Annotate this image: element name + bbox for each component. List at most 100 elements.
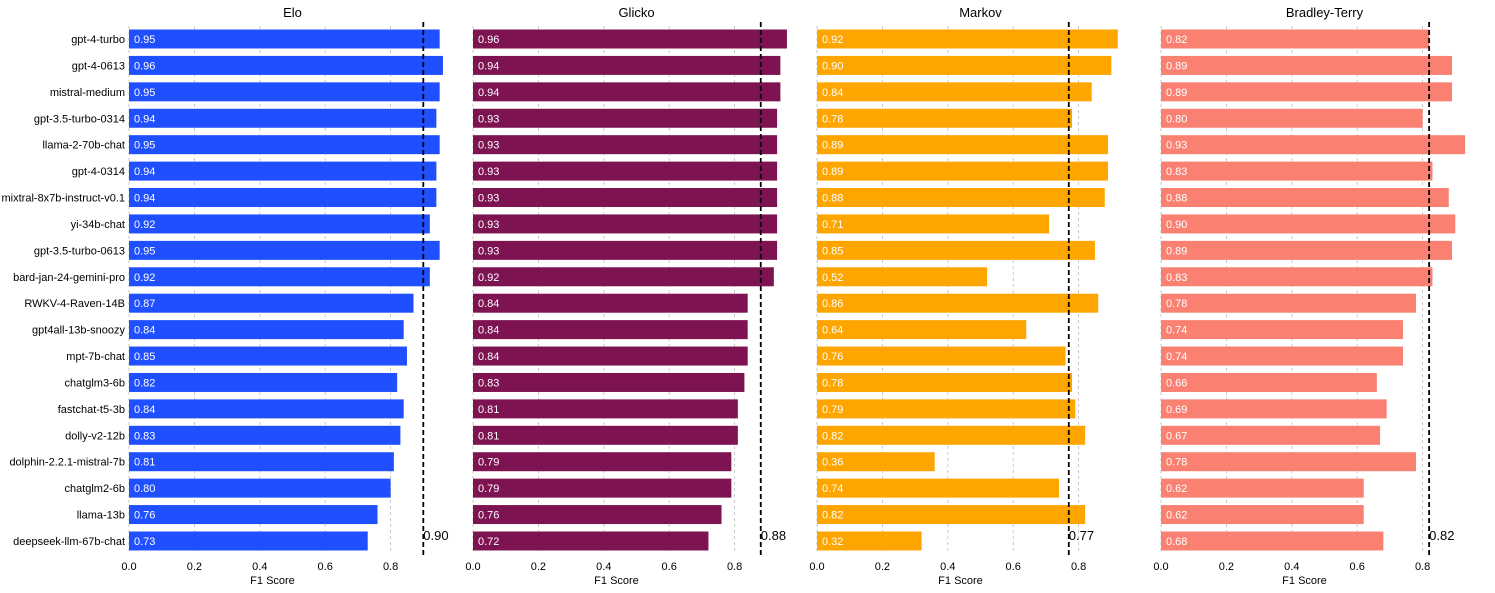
glicko-bar-gpt-4-0314 — [473, 161, 778, 181]
y-tick-label-llama-13b: llama-13b — [77, 510, 125, 522]
elo-bar-gpt-4-0314 — [129, 161, 437, 181]
markov-bar-llama-13b — [817, 505, 1086, 525]
glicko-bar-mpt-7b-chat — [473, 346, 748, 366]
markov-value-label-gpt-4-0314: 0.89 — [822, 166, 843, 178]
markov-value-label-gpt4all-13b-snoozy: 0.64 — [822, 325, 843, 337]
bradley-terry-value-label-chatglm3-6b: 0.66 — [1166, 377, 1187, 389]
bradley-terry-bar-mpt-7b-chat — [1161, 346, 1403, 366]
glicko-bar-deepseek-llm-67b-chat — [473, 531, 709, 551]
elo-bar-mistral-medium — [129, 82, 440, 102]
y-tick-label-llama-2-70b-chat: llama-2-70b-chat — [42, 140, 125, 152]
bradley-terry-bar-fastchat-t5-3b — [1161, 399, 1387, 419]
bradley-terry-value-label-dolly-v2-12b: 0.67 — [1166, 430, 1187, 442]
glicko-bar-gpt-4-turbo — [473, 29, 787, 49]
glicko-x-tick-label-2: 0.4 — [596, 561, 611, 573]
elo-bar-gpt-4-0613 — [129, 55, 443, 75]
y-tick-label-chatglm3-6b: chatglm3-6b — [64, 377, 125, 389]
markov-bar-mpt-7b-chat — [817, 346, 1066, 366]
elo-bar-gpt-3-5-turbo-0314 — [129, 108, 437, 128]
markov-x-tick-label-1: 0.2 — [875, 561, 890, 573]
bradley-terry-x-tick-label-2: 0.4 — [1284, 561, 1299, 573]
markov-value-label-deepseek-llm-67b-chat: 0.32 — [822, 536, 843, 548]
glicko-bar-bard-jan-24-gemini-pro — [473, 267, 774, 287]
elo-value-label-yi-34b-chat: 0.92 — [134, 219, 155, 231]
elo-value-label-gpt-4-0613: 0.96 — [134, 60, 155, 72]
glicko-value-label-chatglm2-6b: 0.79 — [478, 483, 499, 495]
elo-bar-bard-jan-24-gemini-pro — [129, 267, 430, 287]
glicko-value-label-deepseek-llm-67b-chat: 0.72 — [478, 536, 499, 548]
y-tick-label-gpt-4-turbo: gpt-4-turbo — [71, 34, 125, 46]
glicko-bar-mixtral-8x7b-instruct-v0-1 — [473, 188, 778, 208]
bradley-terry-value-label-bard-jan-24-gemini-pro: 0.83 — [1166, 272, 1187, 284]
glicko-bar-chatglm3-6b — [473, 372, 745, 392]
markov-bar-dolphin-2-2-1-mistral-7b — [817, 452, 935, 472]
y-tick-label-chatglm2-6b: chatglm2-6b — [64, 483, 125, 495]
bradley-terry-value-label-llama-13b: 0.62 — [1166, 510, 1187, 522]
markov-bar-gpt4all-13b-snoozy — [817, 320, 1027, 340]
glicko-value-label-gpt4all-13b-snoozy: 0.84 — [478, 325, 499, 337]
bradley-terry-bar-mixtral-8x7b-instruct-v0-1 — [1161, 188, 1449, 208]
bradley-terry-x-tick-label-4: 0.8 — [1415, 561, 1430, 573]
glicko-value-label-dolly-v2-12b: 0.81 — [478, 430, 499, 442]
y-tick-label-bard-jan-24-gemini-pro: bard-jan-24-gemini-pro — [13, 272, 125, 284]
elo-value-label-gpt4all-13b-snoozy: 0.84 — [134, 325, 155, 337]
glicko-bar-dolly-v2-12b — [473, 425, 738, 445]
glicko-value-label-fastchat-t5-3b: 0.81 — [478, 404, 499, 416]
glicko-value-label-chatglm3-6b: 0.83 — [478, 377, 499, 389]
elo-x-tick-label-3: 0.6 — [318, 561, 333, 573]
markov-value-label-gpt-4-0613: 0.90 — [822, 60, 843, 72]
elo-bar-fastchat-t5-3b — [129, 399, 404, 419]
glicko-bar-gpt-3-5-turbo-0314 — [473, 108, 778, 128]
markov-value-label-yi-34b-chat: 0.71 — [822, 219, 843, 231]
bradley-terry-value-label-llama-2-70b-chat: 0.93 — [1166, 140, 1187, 152]
bradley-terry-bar-llama-13b — [1161, 505, 1364, 525]
glicko-value-label-yi-34b-chat: 0.93 — [478, 219, 499, 231]
markov-bar-gpt-4-0314 — [817, 161, 1109, 181]
elo-bar-gpt-3-5-turbo-0613 — [129, 240, 440, 260]
markov-bar-gpt-3-5-turbo-0613 — [817, 240, 1095, 260]
markov-value-label-rwkv-4-raven-14b: 0.86 — [822, 298, 843, 310]
markov-bar-dolly-v2-12b — [817, 425, 1086, 445]
bradley-terry-bar-llama-2-70b-chat — [1161, 135, 1466, 155]
markov-bar-gpt-4-turbo — [817, 29, 1118, 49]
elo-bar-chatglm3-6b — [129, 372, 398, 392]
glicko-bar-chatglm2-6b — [473, 478, 732, 498]
elo-mean-label: 0.90 — [423, 528, 448, 543]
elo-bar-deepseek-llm-67b-chat — [129, 531, 368, 551]
y-tick-label-mixtral-8x7b-instruct-v0-1: mixtral-8x7b-instruct-v0.1 — [2, 193, 125, 205]
bradley-terry-bar-chatglm3-6b — [1161, 372, 1377, 392]
y-tick-label-deepseek-llm-67b-chat: deepseek-llm-67b-chat — [13, 536, 125, 548]
elo-value-label-gpt-3-5-turbo-0314: 0.94 — [134, 113, 155, 125]
bradley-terry-x-tick-label-3: 0.6 — [1350, 561, 1365, 573]
markov-value-label-dolphin-2-2-1-mistral-7b: 0.36 — [822, 457, 843, 469]
bradley-terry-bar-gpt-4-turbo — [1161, 29, 1430, 49]
y-tick-label-gpt-3-5-turbo-0613: gpt-3.5-turbo-0613 — [34, 245, 125, 257]
glicko-value-label-dolphin-2-2-1-mistral-7b: 0.79 — [478, 457, 499, 469]
elo-bar-llama-13b — [129, 505, 378, 525]
bradley-terry-x-axis-label: F1 Score — [1282, 575, 1327, 587]
y-tick-label-gpt4all-13b-snoozy: gpt4all-13b-snoozy — [32, 325, 125, 337]
y-tick-label-dolly-v2-12b: dolly-v2-12b — [65, 430, 125, 442]
glicko-bar-gpt-4-0613 — [473, 55, 781, 75]
glicko-x-tick-label-3: 0.6 — [662, 561, 677, 573]
elo-x-tick-label-0: 0.0 — [121, 561, 136, 573]
markov-value-label-llama-13b: 0.82 — [822, 510, 843, 522]
markov-value-label-mistral-medium: 0.84 — [822, 87, 843, 99]
elo-x-axis-label: F1 Score — [250, 575, 295, 587]
glicko-bar-fastchat-t5-3b — [473, 399, 738, 419]
glicko-value-label-mistral-medium: 0.94 — [478, 87, 499, 99]
markov-x-tick-label-0: 0.0 — [809, 561, 824, 573]
markov-bar-gpt-3-5-turbo-0314 — [817, 108, 1073, 128]
elo-value-label-dolly-v2-12b: 0.83 — [134, 430, 155, 442]
glicko-value-label-llama-2-70b-chat: 0.93 — [478, 140, 499, 152]
elo-bar-llama-2-70b-chat — [129, 135, 440, 155]
bradley-terry-x-tick-label-1: 0.2 — [1219, 561, 1234, 573]
elo-value-label-mixtral-8x7b-instruct-v0-1: 0.94 — [134, 193, 155, 205]
bradley-terry-bar-mistral-medium — [1161, 82, 1453, 102]
glicko-value-label-gpt-4-turbo: 0.96 — [478, 34, 499, 46]
elo-value-label-gpt-3-5-turbo-0613: 0.95 — [134, 245, 155, 257]
bradley-terry-value-label-dolphin-2-2-1-mistral-7b: 0.78 — [1166, 457, 1187, 469]
y-tick-label-fastchat-t5-3b: fastchat-t5-3b — [58, 404, 125, 416]
bradley-terry-mean-label: 0.82 — [1429, 528, 1454, 543]
